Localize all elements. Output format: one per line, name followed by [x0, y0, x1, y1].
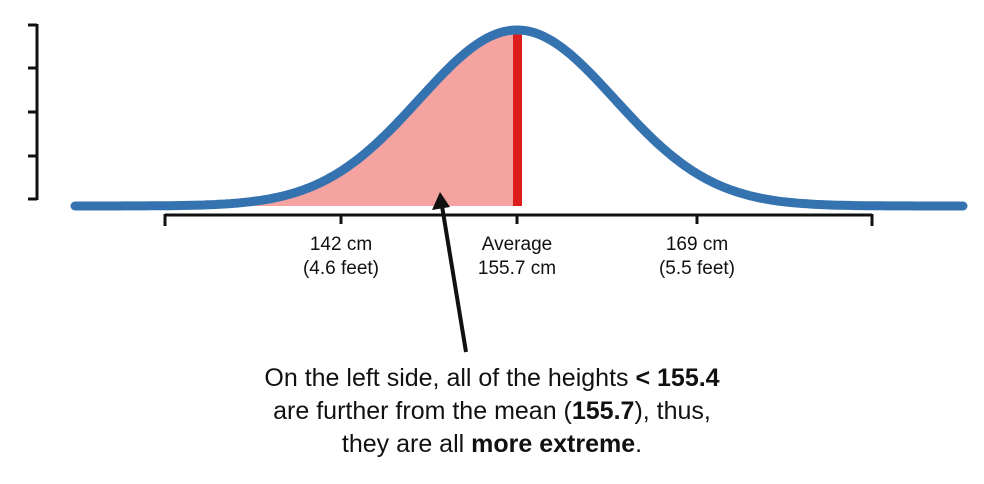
- label-line: 169 cm: [665, 234, 729, 255]
- label-line: (5.5 feet): [658, 258, 736, 279]
- x-label-142: 142 cm (4.6 feet): [303, 233, 379, 281]
- x-label-average: Average 155.7 cm: [478, 233, 556, 281]
- caption-bold: more extreme: [471, 430, 636, 458]
- caption: On the left side, all of the heights < 1…: [0, 362, 984, 461]
- normal-curve: [70, 25, 968, 211]
- label-line: (4.6 feet): [302, 258, 380, 279]
- y-axis: [28, 23, 39, 201]
- label-line: 155.7 cm: [477, 258, 557, 279]
- caption-text: ), thus,: [634, 397, 711, 425]
- caption-bold: 155.7: [571, 397, 635, 425]
- mean-line: [513, 32, 522, 206]
- arrow: [432, 192, 468, 353]
- x-axis: [163, 213, 874, 226]
- label-line: 142 cm: [309, 234, 373, 255]
- caption-text: .: [635, 430, 643, 458]
- caption-text: they are all: [341, 430, 472, 458]
- left-tail-shaded-area: [200, 30, 518, 206]
- caption-bold: < 155.4: [635, 364, 720, 392]
- caption-text: are further from the mean (: [273, 397, 572, 425]
- x-label-169: 169 cm (5.5 feet): [659, 233, 735, 281]
- caption-text: On the left side, all of the heights: [264, 364, 636, 392]
- label-line: Average: [481, 234, 553, 255]
